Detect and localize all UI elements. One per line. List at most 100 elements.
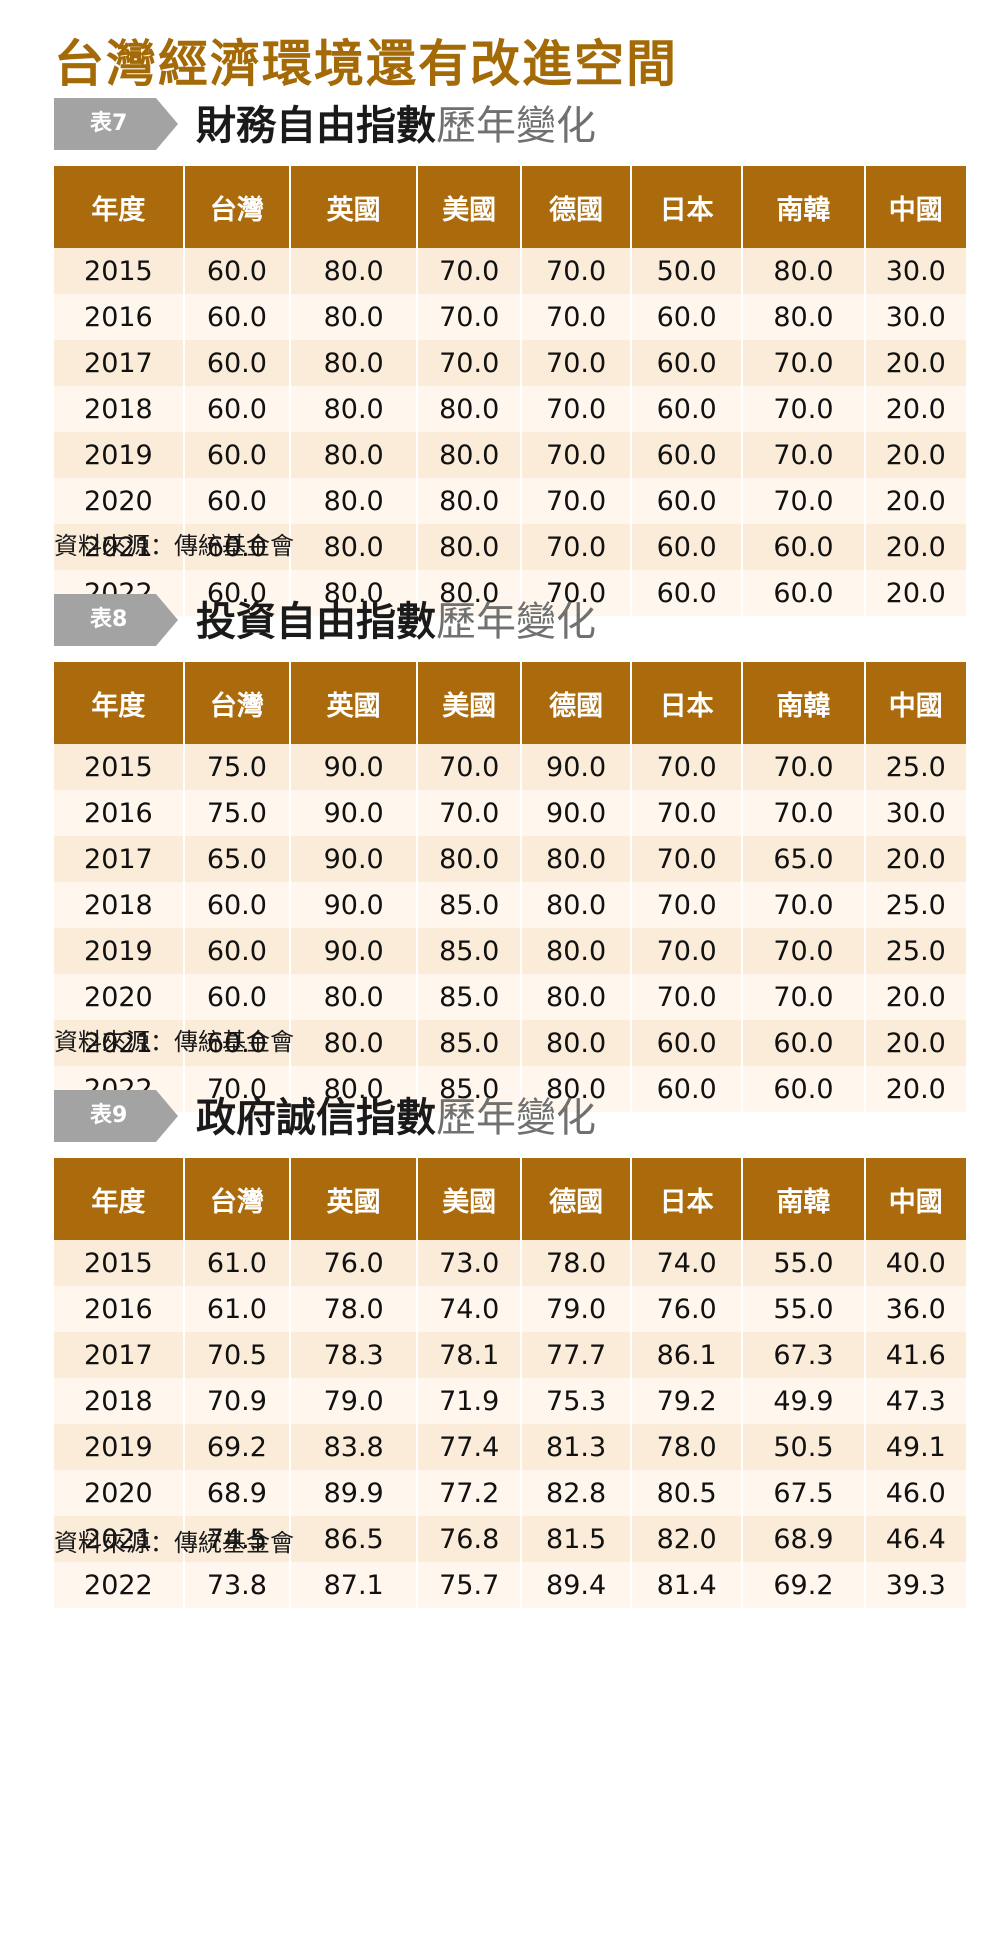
table-section-financial-freedom: 表7 財務自由指數歷年變化 年度 台灣 英國 美國 德國 日本 南韓 中國 2015 60.0 8… [0,96,988,616]
value-cell: 80.0 [290,1020,419,1066]
column-header: 中國 [864,662,966,744]
table-row: 2019 60.0 80.0 80.0 70.0 60.0 70.0 20.0 [54,432,966,478]
table-row: 2016 61.0 78.0 74.0 79.0 76.0 55.0 36.0 [54,1286,966,1332]
value-cell: 76.0 [631,1286,744,1332]
value-cell: 25.0 [864,882,966,928]
table-header-row: 年度 台灣 英國 美國 德國 日本 南韓 中國 [54,166,966,248]
value-cell: 70.0 [742,340,866,386]
table-row: 2021 60.0 80.0 85.0 80.0 60.0 60.0 20.0 [54,1020,966,1066]
year-cell: 2018 [54,882,185,928]
table-row: 2022 73.8 87.1 75.7 89.4 81.4 69.2 39.3 [54,1562,966,1608]
value-cell: 20.0 [864,974,966,1020]
section-title-main: 投資自由指數 [196,599,436,645]
column-header: 日本 [631,166,744,248]
value-cell: 80.0 [290,294,419,340]
year-cell: 2016 [54,1286,185,1332]
value-cell: 85.0 [417,1020,523,1066]
table-row: 2020 60.0 80.0 85.0 80.0 70.0 70.0 20.0 [54,974,966,1020]
value-cell: 70.0 [631,882,744,928]
value-cell: 70.9 [183,1378,292,1424]
value-cell: 60.0 [183,974,292,1020]
value-cell: 80.0 [417,836,523,882]
value-cell: 82.8 [521,1470,633,1516]
value-cell: 80.0 [290,340,419,386]
value-cell: 81.4 [631,1562,744,1608]
value-cell: 50.0 [631,248,744,294]
column-header: 中國 [864,1158,966,1240]
value-cell: 20.0 [864,836,966,882]
page-title: 台灣經濟環境還有改進空間 [54,34,678,93]
value-cell: 60.0 [742,1020,866,1066]
value-cell: 90.0 [290,790,419,836]
value-cell: 80.0 [521,1066,633,1112]
value-cell: 81.3 [521,1424,633,1470]
table-row: 2020 68.9 89.9 77.2 82.8 80.5 67.5 46.0 [54,1470,966,1516]
section-title-suffix: 歷年變化 [436,1095,596,1141]
value-cell: 70.0 [742,744,866,790]
value-cell: 82.0 [631,1516,744,1562]
value-cell: 47.3 [864,1378,966,1424]
value-cell: 86.1 [631,1332,744,1378]
data-table: 年度 台灣 英國 美國 德國 日本 南韓 中國 2015 60.0 80.0 70.0 70.0 50.… [54,166,966,616]
column-header: 英國 [290,166,419,248]
value-cell: 70.0 [183,1066,292,1112]
value-cell: 70.0 [521,294,633,340]
value-cell: 80.0 [290,570,419,616]
table-row: 2019 69.2 83.8 77.4 81.3 78.0 50.5 49.1 [54,1424,966,1470]
value-cell: 85.0 [417,974,523,1020]
value-cell: 60.0 [183,478,292,524]
value-cell: 80.0 [521,836,633,882]
value-cell: 69.2 [742,1562,866,1608]
value-cell: 80.0 [290,386,419,432]
value-cell: 60.0 [183,294,292,340]
value-cell: 70.0 [417,744,523,790]
value-cell: 39.3 [864,1562,966,1608]
value-cell: 20.0 [864,340,966,386]
value-cell: 77.7 [521,1332,633,1378]
source-note: 資料來源：傳統基金會 [54,532,294,560]
table-tag: 表9 [54,1090,178,1142]
value-cell: 80.0 [521,928,633,974]
value-cell: 80.0 [290,524,419,570]
value-cell: 70.0 [742,386,866,432]
year-cell: 2018 [54,386,185,432]
value-cell: 25.0 [864,928,966,974]
value-cell: 70.0 [521,432,633,478]
value-cell: 85.0 [417,1066,523,1112]
value-cell: 86.5 [290,1516,419,1562]
source-note: 資料來源：傳統基金會 [54,1028,294,1056]
value-cell: 60.0 [631,386,744,432]
value-cell: 36.0 [864,1286,966,1332]
table-row: 2019 60.0 90.0 85.0 80.0 70.0 70.0 25.0 [54,928,966,974]
value-cell: 68.9 [183,1470,292,1516]
value-cell: 60.0 [631,340,744,386]
column-header: 英國 [290,662,419,744]
table-tag: 表8 [54,594,178,646]
value-cell: 60.0 [742,1066,866,1112]
column-header: 美國 [417,662,523,744]
value-cell: 90.0 [290,882,419,928]
table-row: 2018 60.0 90.0 85.0 80.0 70.0 70.0 25.0 [54,882,966,928]
year-cell: 2021 [54,1020,185,1066]
table-row: 2018 70.9 79.0 71.9 75.3 79.2 49.9 47.3 [54,1378,966,1424]
table-row: 2015 60.0 80.0 70.0 70.0 50.0 80.0 30.0 [54,248,966,294]
value-cell: 60.0 [742,570,866,616]
value-cell: 90.0 [521,744,633,790]
value-cell: 60.0 [631,1066,744,1112]
value-cell: 49.1 [864,1424,966,1470]
value-cell: 70.0 [417,340,523,386]
value-cell: 70.0 [742,478,866,524]
value-cell: 49.9 [742,1378,866,1424]
data-table: 年度 台灣 英國 美國 德國 日本 南韓 中國 2015 75.0 90.0 70.0 90.0 70.… [54,662,966,1112]
value-cell: 60.0 [631,1020,744,1066]
year-cell: 2019 [54,432,185,478]
value-cell: 40.0 [864,1240,966,1286]
value-cell: 30.0 [864,790,966,836]
table-section-government-integrity: 表9 政府誠信指數歷年變化 年度 台灣 英國 美國 德國 日本 南韓 中國 2015 61.0 7… [0,1088,988,1608]
year-cell: 2015 [54,1240,185,1286]
value-cell: 60.0 [183,882,292,928]
table-body: 2015 60.0 80.0 70.0 70.0 50.0 80.0 30.0 2016 60.0… [54,248,966,616]
value-cell: 60.0 [183,248,292,294]
value-cell: 46.4 [864,1516,966,1562]
value-cell: 20.0 [864,570,966,616]
